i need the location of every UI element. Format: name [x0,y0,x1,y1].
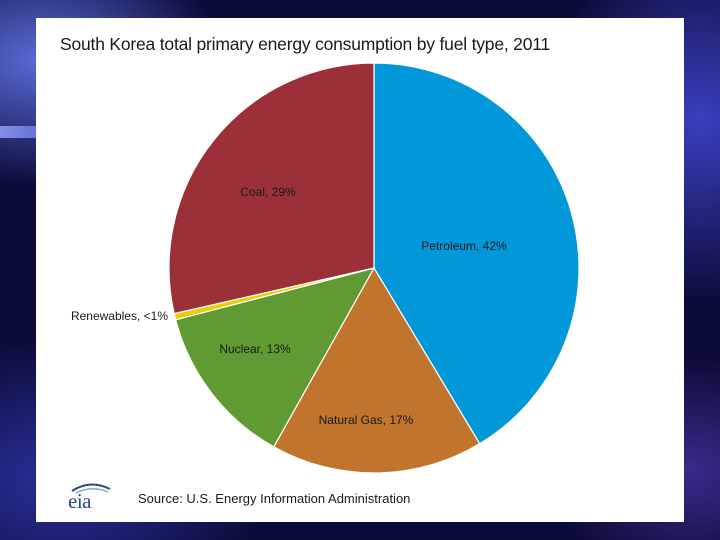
pie-chart: Petroleum, 42% Natural Gas, 17% Nuclear, 1… [71,62,580,474]
chart-title: South Korea total primary energy consump… [60,34,551,54]
pie-slice [168,62,375,315]
slice-label: Nuclear, 13% [219,342,291,356]
pie-slice [174,267,376,448]
slice-label: Natural Gas, 17% [319,413,414,427]
logo-text: eia [68,489,91,513]
slice-label: Coal, 29% [240,185,296,199]
pie-slice [272,266,481,474]
chart-panel: South Korea total primary energy consump… [36,18,684,522]
pie-slice [373,62,580,445]
slice-label: Petroleum, 42% [421,239,507,253]
slice-label: Renewables, <1% [71,309,168,323]
source-note: Source: U.S. Energy Information Administ… [138,491,411,506]
eia-logo-icon: eia [68,481,112,513]
